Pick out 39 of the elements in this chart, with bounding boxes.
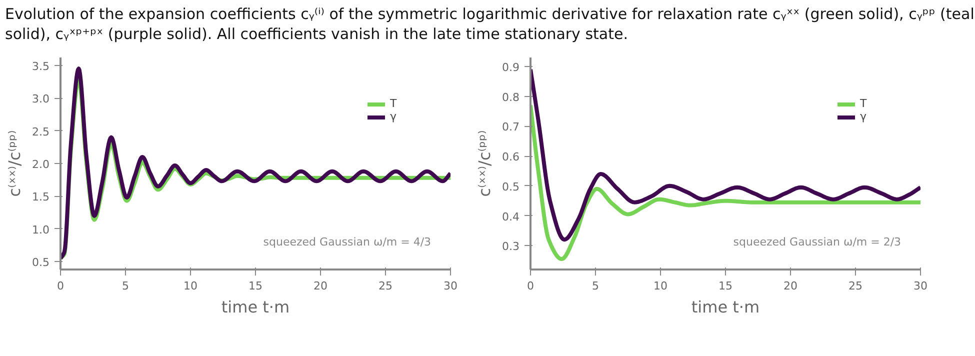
x-axis-title: time t·m <box>691 298 760 316</box>
annotation: squeezed Gaussian ω/m = 2/3 <box>733 235 902 248</box>
x-tick-label: 20 <box>784 280 798 292</box>
x-tick-label: 15 <box>248 280 262 292</box>
x-tick-label: 25 <box>378 280 392 292</box>
y-tick-label: 0.5 <box>32 256 50 270</box>
x-tick-label: 5 <box>592 280 599 292</box>
x-tick-label: 0 <box>527 280 534 292</box>
y-tick-label: 0.3 <box>502 240 520 254</box>
y-axis-title: c⁽ˣˣ⁾/c⁽ᵖᵖ⁾ <box>475 130 494 197</box>
legend-label: γ <box>860 110 868 123</box>
y-tick-label: 0.4 <box>502 210 520 224</box>
y-tick-label: 0.5 <box>502 180 520 194</box>
legend-label: T <box>390 97 398 110</box>
x-tick-label: 10 <box>654 280 668 292</box>
x-tick-label: 10 <box>184 280 198 292</box>
y-tick-label: 0.8 <box>502 90 520 104</box>
y-tick-label: 1.5 <box>32 190 50 204</box>
legend-label: T <box>860 97 868 110</box>
x-tick-label: 25 <box>848 280 862 292</box>
y-tick-label: 3.5 <box>32 60 50 73</box>
y-tick-label: 0.6 <box>502 150 520 164</box>
text: Evolution of the expansion coefficients cᵧ⁽ⁱ⁾ of the symmetric logarithmic derivative for relaxation rate cᵧˣˣ (green solid), cᵧᵖᵖ (teal solid), cᵧˣᵖ⁺ᵖˣ (purple solid). All coefficients vanish in the late time stationary state. <box>5 5 975 44</box>
y-tick-label: 0.7 <box>502 120 520 134</box>
y-tick-label: 2.5 <box>32 125 50 138</box>
y-tick-label: 3.0 <box>32 92 50 106</box>
y-axis-title: c⁽ˣˣ⁾/c⁽ᵖᵖ⁾ <box>5 130 24 197</box>
legend-label: γ <box>390 110 398 123</box>
y-tick-label: 1.0 <box>32 223 50 236</box>
x-tick-label: 30 <box>444 280 458 292</box>
x-tick-label: 30 <box>914 280 928 292</box>
x-tick-label: 15 <box>718 280 732 292</box>
y-tick-label: 2.0 <box>32 158 50 171</box>
annotation: squeezed Gaussian ω/m = 4/3 <box>263 235 432 248</box>
x-tick-label: 20 <box>314 280 328 292</box>
x-tick-label: 5 <box>122 280 129 292</box>
x-axis-title: time t·m <box>221 298 290 316</box>
x-tick-label: 0 <box>57 280 64 292</box>
y-tick-label: 0.9 <box>502 60 520 74</box>
